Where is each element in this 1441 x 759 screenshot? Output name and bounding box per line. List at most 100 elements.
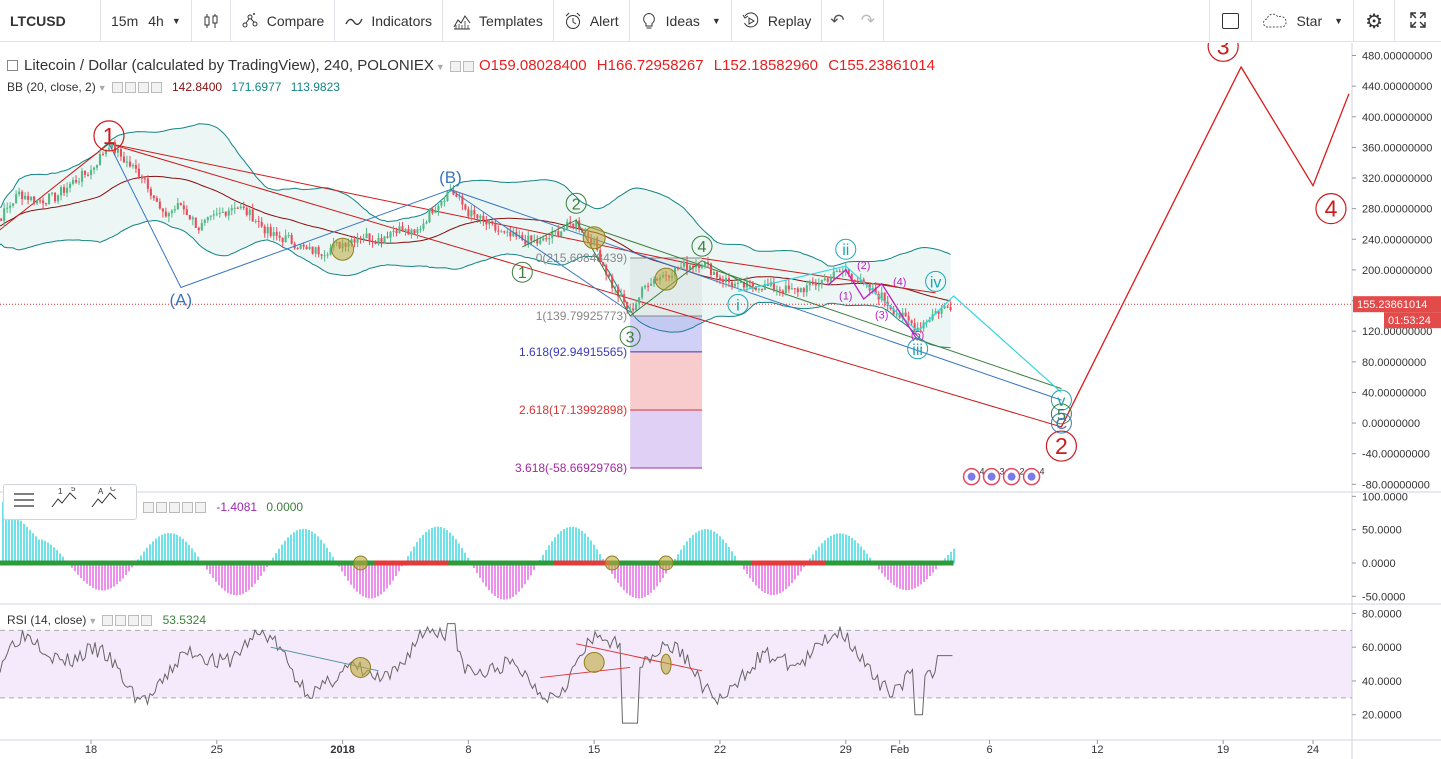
alert-button[interactable]: Alert	[554, 0, 629, 42]
candle	[131, 163, 134, 169]
candle-body	[287, 235, 290, 237]
chart-type-button[interactable]	[192, 0, 230, 42]
chevron-down-icon[interactable]: ▼	[97, 83, 107, 93]
candle-body	[820, 280, 823, 284]
candle-body	[488, 220, 491, 225]
candle	[191, 215, 194, 226]
visibility-icon[interactable]	[449, 60, 461, 72]
candle-body	[787, 285, 790, 290]
price-tick-label: -40.00000000	[1362, 449, 1430, 461]
last-price-text: 155.23861014	[1357, 299, 1427, 311]
settings-icon[interactable]	[115, 615, 127, 627]
histogram-bar	[659, 563, 661, 583]
bollinger-fill	[0, 123, 951, 348]
undo-button[interactable]: ↶	[822, 0, 852, 42]
settings-icon[interactable]	[124, 82, 136, 94]
candle	[494, 220, 497, 233]
candle-body	[811, 281, 814, 285]
candle	[835, 268, 838, 273]
indicators-button[interactable]: Indicators	[335, 0, 442, 42]
settings-icon[interactable]	[156, 502, 167, 514]
candle-body	[299, 244, 302, 249]
candle	[820, 279, 823, 289]
histogram-bar	[314, 533, 316, 563]
histogram-bar	[122, 563, 124, 579]
candle	[299, 243, 302, 250]
candle-body	[39, 200, 42, 202]
candle	[185, 205, 188, 216]
compare-button[interactable]: Compare	[231, 0, 335, 42]
histogram-bar	[239, 563, 241, 595]
histogram-bar	[422, 534, 424, 563]
candle	[700, 263, 704, 270]
candle	[949, 301, 952, 312]
time-tick-label: 25	[211, 744, 223, 756]
settings-button[interactable]: ⚙	[1354, 0, 1394, 42]
histogram-bar	[773, 563, 775, 596]
price-tick-label: -80.00000000	[1362, 479, 1430, 491]
visibility-icon[interactable]	[111, 82, 123, 94]
visibility-icon[interactable]	[143, 502, 154, 514]
visibility-icon[interactable]	[102, 615, 114, 627]
histogram-bar	[311, 531, 313, 563]
wave-label-circle	[907, 338, 929, 360]
chevron-down-icon[interactable]: ▼	[88, 616, 98, 626]
templates-button[interactable]: Templates	[443, 0, 553, 42]
projection-path	[1060, 65, 1350, 428]
more-icon[interactable]	[137, 82, 149, 94]
chart-canvas[interactable]: 0(215.60848439) 1(139.79925773) 1.618(92.9…	[0, 43, 1441, 759]
menu-tool-button[interactable]	[4, 485, 44, 519]
candle	[251, 203, 254, 222]
histogram-bar	[230, 563, 232, 595]
candle-body	[119, 149, 122, 157]
expand-button[interactable]	[1395, 0, 1441, 42]
histogram-bar	[98, 563, 100, 591]
candle-body	[398, 226, 401, 234]
more-icon[interactable]	[128, 615, 140, 627]
histogram-bar	[563, 529, 565, 563]
fullscreen-toggle[interactable]	[1210, 0, 1251, 42]
osc-tick-label: 0.0000	[1362, 558, 1396, 570]
more-icon[interactable]	[182, 502, 193, 514]
histogram-bar	[833, 534, 835, 563]
candle-body	[374, 241, 377, 244]
chevron-down-icon[interactable]: ▼	[435, 62, 445, 72]
timeframe-4h-label: 4h	[148, 12, 164, 29]
candle	[602, 261, 605, 267]
timeframe-15m[interactable]: 15m	[101, 0, 148, 42]
chart-area[interactable]: 0(215.60848439) 1(139.79925773) 1.618(92.9…	[0, 43, 1441, 759]
candle-body	[131, 165, 134, 167]
time-tick-label: Feb	[890, 744, 909, 756]
symbol-search[interactable]: LTCUSD	[0, 0, 100, 42]
time-tick-label: 8	[465, 744, 471, 756]
candle	[296, 246, 299, 250]
timeframe-4h[interactable]: 4h ▼	[148, 0, 191, 42]
candle	[877, 291, 880, 305]
replay-button[interactable]: Replay	[732, 0, 822, 42]
settings-icon[interactable]	[462, 60, 474, 72]
candle	[98, 149, 102, 166]
time-tick-label: 2018	[330, 744, 354, 756]
candle-body	[575, 220, 578, 228]
histogram-bar	[491, 563, 493, 594]
candle	[113, 139, 117, 157]
candle	[395, 227, 398, 237]
highlight-marker	[658, 555, 674, 571]
star-button[interactable]: Star ▼	[1252, 0, 1353, 42]
close-icon[interactable]	[141, 615, 153, 627]
collapse-icon[interactable]	[7, 59, 18, 71]
chevron-down-icon: ▼	[711, 15, 721, 26]
more-icon[interactable]	[169, 502, 180, 514]
ideas-button[interactable]: Ideas ▼	[630, 0, 731, 42]
time-tick-label: 15	[588, 744, 600, 756]
close-icon[interactable]	[195, 502, 206, 514]
close-icon[interactable]	[150, 82, 162, 94]
redo-button[interactable]: ↷	[853, 0, 883, 42]
candle-body	[65, 187, 69, 193]
candle-body	[80, 170, 84, 182]
candle	[736, 279, 739, 290]
histogram-bar	[578, 528, 580, 563]
candle-body	[829, 277, 832, 282]
